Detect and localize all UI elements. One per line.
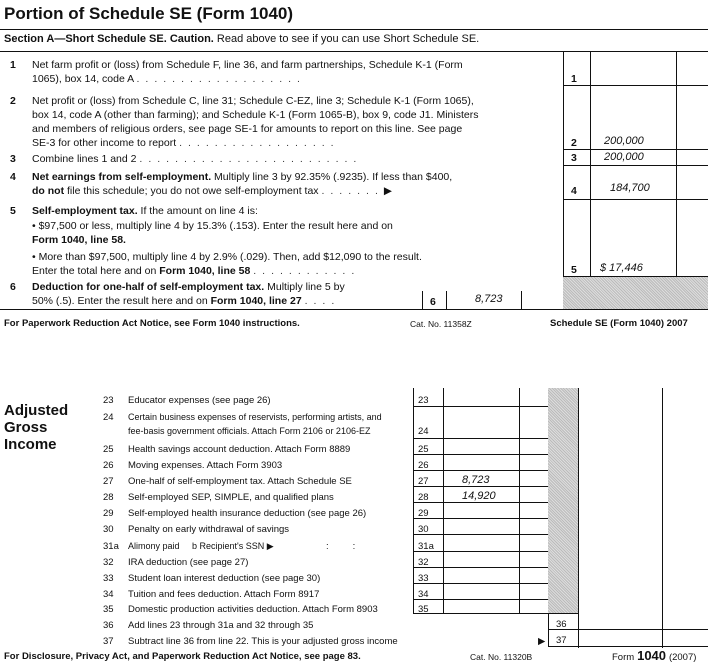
box-label: 33 xyxy=(418,573,429,584)
line-text: Subtract line 36 from line 22. This is y… xyxy=(128,636,398,647)
line-text: Certain business expenses of reservists,… xyxy=(128,412,382,422)
section-title-agi: Adjusted Gross Income xyxy=(4,402,69,453)
recipient-ssn-label: b Recipient's SSN ▶ xyxy=(192,541,274,551)
footer-form-id: Schedule SE (Form 1040) 2007 xyxy=(550,318,688,329)
line-text: Add lines 23 through 31a and 32 through … xyxy=(128,620,314,631)
line-number: 29 xyxy=(103,508,114,519)
line-text: Self-employed SEP, SIMPLE, and qualified… xyxy=(128,492,334,503)
box-label: 36 xyxy=(556,619,567,630)
page-title: Portion of Schedule SE (Form 1040) xyxy=(4,4,294,23)
line-5-value[interactable]: $ 17,446 xyxy=(600,262,643,274)
footer-notice: For Paperwork Reduction Act Notice, see … xyxy=(4,318,300,329)
line-2-value[interactable]: 200,000 xyxy=(604,135,644,147)
line-number: 27 xyxy=(103,476,114,487)
line-text: Tuition and fees deduction. Attach Form … xyxy=(128,589,320,600)
line-4-value[interactable]: 184,700 xyxy=(610,182,650,194)
line-text: Domestic production activities deduction… xyxy=(128,604,378,615)
box-label: 28 xyxy=(418,492,429,503)
arrow-icon: ▶ xyxy=(538,636,546,647)
amount-field[interactable]: 8,723 xyxy=(462,474,490,486)
box-label: 26 xyxy=(418,460,429,471)
box-label: 27 xyxy=(418,476,429,487)
line-number: 25 xyxy=(103,444,114,455)
box-label: 31a xyxy=(418,541,434,552)
box-label: 29 xyxy=(418,508,429,519)
shaded-area xyxy=(563,277,708,309)
cat-number-1040: Cat. No. 11320B xyxy=(470,652,533,662)
line-text: Moving expenses. Attach Form 3903 xyxy=(128,460,283,471)
line-text: IRA deduction (see page 27) xyxy=(128,557,249,568)
line-number: 32 xyxy=(103,557,114,568)
line-number: 33 xyxy=(103,573,114,584)
line-text: Student loan interest deduction (see pag… xyxy=(128,573,321,584)
line-number: 36 xyxy=(103,620,114,631)
box-label: 24 xyxy=(418,426,429,437)
cat-number: Cat. No. 11358Z xyxy=(410,319,472,329)
shaded-column xyxy=(548,388,578,614)
line-text: Alimony paid xyxy=(128,541,180,551)
footer-form-id-1040: Form 1040 (2007) xyxy=(612,648,697,663)
ssn-field[interactable]: :: xyxy=(326,541,380,552)
box-label: 25 xyxy=(418,444,429,455)
line-number: 24 xyxy=(103,412,114,423)
box-label: 37 xyxy=(556,635,567,646)
box-label: 34 xyxy=(418,589,429,600)
line-number: 37 xyxy=(103,636,114,647)
line-number: 26 xyxy=(103,460,114,471)
line-number: 34 xyxy=(103,589,114,600)
line-3-value[interactable]: 200,000 xyxy=(604,151,644,163)
section-heading: Section A—Short Schedule SE. Caution. Re… xyxy=(4,33,480,45)
line-text: Self-employed health insurance deduction… xyxy=(128,508,367,519)
amount-field[interactable]: 14,920 xyxy=(462,490,496,502)
footer-notice-1040: For Disclosure, Privacy Act, and Paperwo… xyxy=(4,651,361,662)
line-text: One-half of self-employment tax. Attach … xyxy=(128,476,352,487)
line-6-value[interactable]: 8,723 xyxy=(475,293,503,305)
line-text: Health savings account deduction. Attach… xyxy=(128,444,351,455)
line-number: 35 xyxy=(103,604,114,615)
line-text: Penalty on early withdrawal of savings xyxy=(128,524,290,535)
box-label: 35 xyxy=(418,604,429,615)
line-number: 28 xyxy=(103,492,114,503)
line-text: fee-basis government officials. Attach F… xyxy=(128,426,371,436)
line-number: 30 xyxy=(103,524,114,535)
box-label: 32 xyxy=(418,557,429,568)
line-text: Educator expenses (see page 26) xyxy=(128,395,271,406)
box-label: 23 xyxy=(418,395,429,406)
line-number: 23 xyxy=(103,395,114,406)
box-label: 30 xyxy=(418,524,429,535)
line-number: 31a xyxy=(103,541,119,552)
